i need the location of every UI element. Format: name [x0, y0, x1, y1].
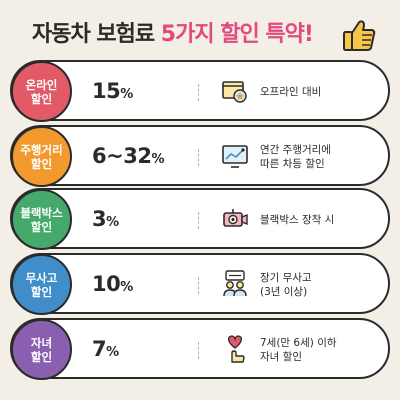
dashcam-icon: [223, 209, 248, 227]
rate-value: 10: [92, 272, 121, 296]
divider: [198, 342, 199, 359]
rate-unit: %: [106, 345, 119, 360]
badge-label: 블랙박스 할인: [20, 205, 63, 234]
rate-child: 7%: [92, 337, 119, 361]
description-line-1: 블랙박스 장착 시: [260, 214, 335, 226]
title-text: 자동차 보험료 5가지 할인 특약!: [32, 16, 314, 48]
rate-no-accident: 10%: [92, 272, 133, 296]
badge-label: 무사고 할인: [25, 270, 58, 299]
description-blackbox: 블랙박스 장착 시: [260, 213, 334, 227]
title-part-2: 5가지 할인 특약!: [160, 22, 314, 47]
divider: [198, 149, 199, 166]
rate-value: 15: [92, 79, 121, 103]
title-part-1: 자동차 보험료: [32, 22, 161, 47]
rate-value: 6~32: [92, 144, 152, 168]
description-no-accident: 장기 무사고 (3년 이상): [260, 271, 312, 299]
divider: [198, 84, 199, 101]
divider: [198, 277, 199, 294]
discount-row-online: 온라인 할인 15% 오프라인 대비: [10, 60, 390, 122]
people-icon: [223, 270, 247, 297]
divider: [198, 212, 199, 229]
description-line-1: 오프라인 대비: [260, 86, 322, 98]
badge-no-accident: 무사고 할인: [11, 254, 72, 315]
thumbs-up-icon: [343, 20, 376, 51]
description-line-2: 자녀 할인: [260, 351, 302, 363]
mileage-chart-icon: [222, 145, 248, 168]
rate-unit: %: [120, 87, 133, 102]
rate-online: 15%: [92, 79, 133, 103]
rate-value: 7: [92, 337, 107, 361]
description-line-2: (3년 이상): [260, 286, 308, 298]
badge-child: 자녀 할인: [11, 319, 72, 380]
badge-mileage: 주행거리 할인: [11, 126, 72, 187]
badge-online: 온라인 할인: [11, 61, 72, 122]
page-title: 자동차 보험료 5가지 할인 특약!: [0, 10, 400, 51]
discount-row-no-accident: 무사고 할인 10% 장기 무사고 (3년 이상): [10, 253, 390, 315]
description-line-1: 장기 무사고: [260, 272, 312, 284]
discount-row-blackbox: 블랙박스 할인 3% 블랙박스 장착 시: [10, 188, 390, 250]
rate-unit: %: [106, 215, 119, 230]
description-line-1: 7세(만 6세) 이하: [260, 337, 337, 349]
description-line-1: 연간 주행거리에: [260, 144, 331, 156]
badge-label: 온라인 할인: [25, 77, 58, 106]
rate-value: 3: [92, 207, 107, 231]
rate-blackbox: 3%: [92, 207, 119, 231]
description-line-2: 따른 차등 할인: [260, 158, 325, 170]
rate-mileage: 6~32%: [92, 144, 164, 168]
heart-hand-icon: [227, 335, 245, 363]
rate-unit: %: [151, 152, 164, 167]
badge-label: 자녀 할인: [30, 335, 53, 364]
badge-label: 주행거리 할인: [20, 142, 63, 171]
description-online: 오프라인 대비: [260, 85, 321, 99]
computer-icon: [222, 81, 247, 103]
badge-blackbox: 블랙박스 할인: [11, 189, 72, 250]
rate-unit: %: [120, 280, 133, 295]
discount-row-child: 자녀 할인 7% 7세(만 6세) 이하 자녀 할인: [10, 318, 390, 380]
